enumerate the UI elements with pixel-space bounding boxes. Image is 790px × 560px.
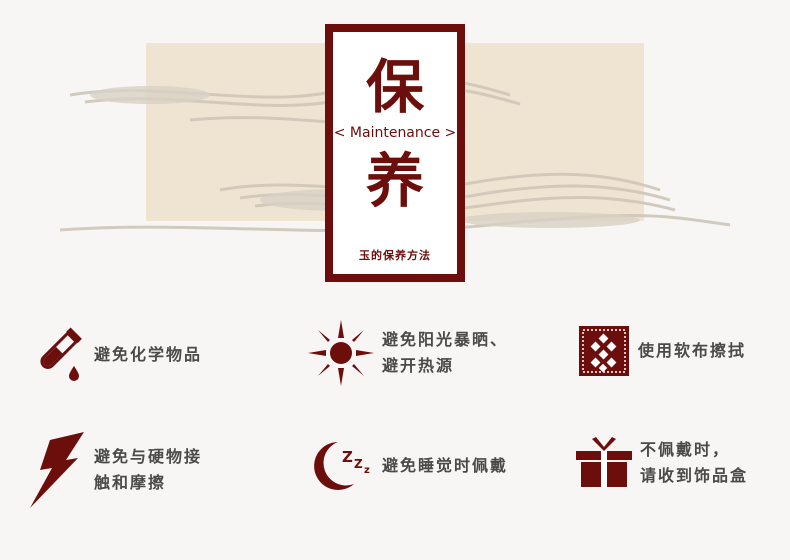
title-char-bottom: 养 [365, 147, 424, 215]
svg-text:Z: Z [342, 448, 353, 466]
moon-sleep-icon: Z Z z [314, 442, 370, 490]
tip-store-in-box: 不佩戴时， 请收到饰品盒 [576, 437, 748, 489]
lightning-icon [30, 432, 84, 508]
tip-avoid-hard-objects: 避免与硬物接 触和摩擦 [30, 432, 202, 508]
subtitle-text: < Maintenance > [332, 125, 458, 141]
tip-soft-cloth: 使用软布擦拭 [578, 325, 746, 377]
cloth-icon [579, 326, 629, 376]
title-card-inner: 保 < Maintenance > 养 玉的保养方法 [332, 32, 458, 274]
tip-avoid-chemicals: 避免化学物品 [24, 326, 202, 384]
title-card: 保 < Maintenance > 养 玉的保养方法 [325, 24, 465, 282]
tip-text: 避免化学物品 [94, 345, 203, 364]
tip-text: 避免睡觉时佩戴 [382, 456, 509, 475]
gift-box-icon [576, 437, 632, 487]
tip-text: 避免阳光暴晒、 避开热源 [382, 330, 509, 375]
svg-text:Z: Z [354, 457, 363, 471]
subtitle-maintenance: < Maintenance > [319, 125, 471, 141]
tip-text: 不佩戴时， 请收到饰品盒 [640, 440, 749, 485]
tip-text: 使用软布擦拭 [638, 341, 747, 360]
test-tube-icon [40, 327, 82, 381]
title-char-top: 保 [365, 53, 424, 121]
tip-avoid-sunlight: 避免阳光暴晒、 避开热源 [308, 320, 508, 386]
sun-icon [308, 320, 374, 386]
tip-avoid-sleep: Z Z z 避免睡觉时佩戴 [308, 440, 508, 492]
caption-jade-care: 玉的保养方法 [359, 249, 431, 262]
tip-text: 避免与硬物接 触和摩擦 [94, 447, 203, 492]
svg-text:z: z [364, 465, 370, 476]
